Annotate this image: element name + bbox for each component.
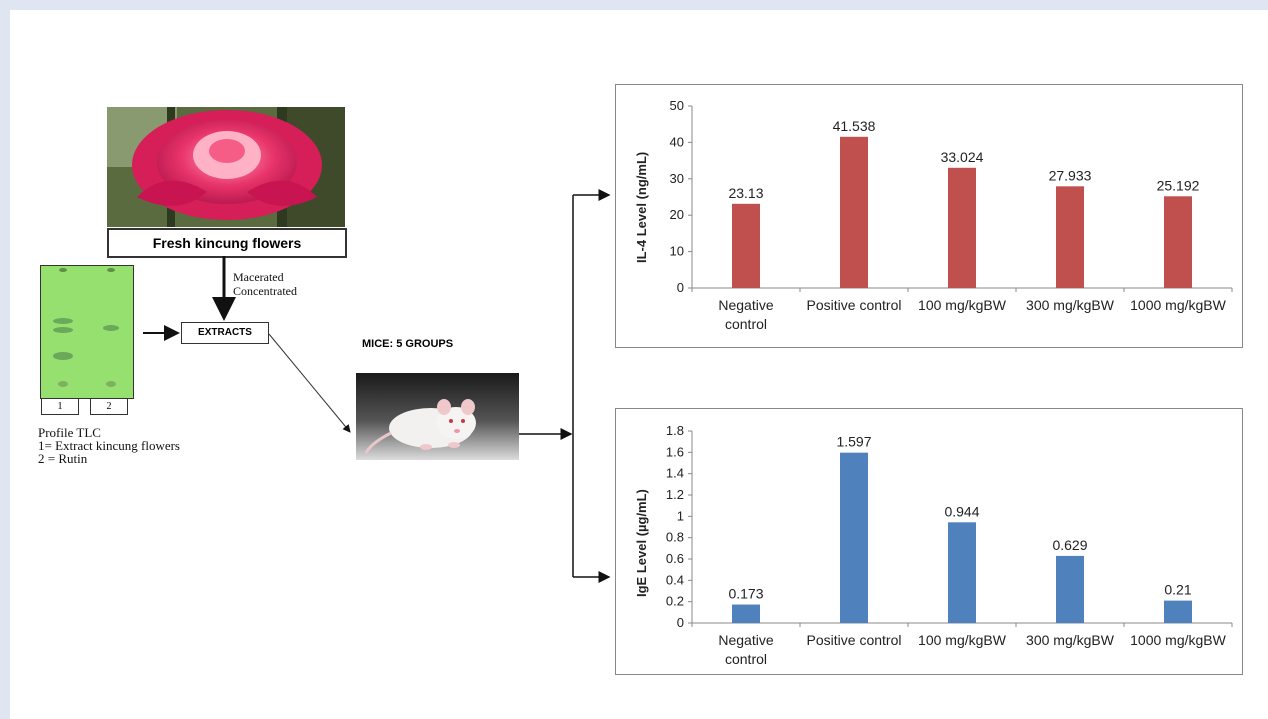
process-line2: Concentrated xyxy=(233,284,297,298)
il4-category-label: Negative xyxy=(718,297,773,313)
tlc-lane1-label: 1 xyxy=(57,401,63,412)
ige-category-label: 300 mg/kgBW xyxy=(1026,632,1115,648)
ige-category-label: control xyxy=(725,651,767,667)
il4-ytick-label: 30 xyxy=(670,171,684,186)
tlc-lane1-box: 1 xyxy=(41,398,79,415)
il4-ytick-label: 0 xyxy=(677,280,684,295)
mouse-photo xyxy=(356,373,519,460)
il4-ytick-label: 20 xyxy=(670,207,684,222)
ige-ytick-label: 1.2 xyxy=(666,487,684,502)
ige-ytick-label: 1.8 xyxy=(666,423,684,438)
il4-category-label: 1000 mg/kgBW xyxy=(1130,297,1226,313)
ige-ytick-label: 0.2 xyxy=(666,594,684,609)
ige-bar xyxy=(732,604,760,623)
ige-ytick-label: 1 xyxy=(677,508,684,523)
il4-chart-svg: 0 10 20 30 40 50 23.13 Negative control 41.538 Pos… xyxy=(670,98,1233,332)
ige-bar xyxy=(948,522,976,623)
il4-data-label: 33.024 xyxy=(941,149,984,165)
extracts-box: EXTRACTS xyxy=(181,322,269,344)
tlc-lane2-label: 2 xyxy=(106,401,112,412)
tlc-caption-line2: 1= Extract kincung flowers xyxy=(38,438,180,453)
il4-category-label: 300 mg/kgBW xyxy=(1026,297,1115,313)
il4-ytick-label: 10 xyxy=(670,244,684,259)
ige-bar xyxy=(1056,555,1084,623)
ige-data-label: 0.944 xyxy=(944,503,979,519)
il4-chart-frame: IL-4 Level (ng/mL) 0 10 20 30 40 50 23.13 Negat… xyxy=(615,84,1243,348)
ige-ytick-label: 1.4 xyxy=(666,466,684,481)
il4-bar xyxy=(840,136,868,288)
il4-bar xyxy=(732,203,760,288)
flower-photo xyxy=(107,107,345,227)
ige-category-label: Negative xyxy=(718,632,773,648)
ige-bar xyxy=(1164,600,1192,623)
ige-chart-frame: IgE Level (µg/mL) 0 0.2 0.4 0.6 0.8 1 1.2 1.4 1.… xyxy=(615,408,1243,675)
process-line1: Macerated xyxy=(233,270,284,284)
flower-label-box: Fresh kincung flowers xyxy=(107,228,347,258)
figure-canvas: Fresh kincung flowers 1 2 Profile TLC 1=… xyxy=(10,10,1268,719)
ige-bar xyxy=(840,452,868,623)
tlc-plate xyxy=(40,265,134,399)
il4-bar xyxy=(1056,186,1084,288)
ige-ytick-label: 1.6 xyxy=(666,444,684,459)
il4-data-label: 27.933 xyxy=(1049,167,1092,183)
il4-bar xyxy=(948,167,976,288)
ige-ytick-label: 0.8 xyxy=(666,530,684,545)
ige-category-label: 1000 mg/kgBW xyxy=(1130,632,1226,648)
ige-data-label: 1.597 xyxy=(836,434,871,450)
ige-data-label: 0.21 xyxy=(1164,582,1191,598)
extracts-label: EXTRACTS xyxy=(198,327,252,338)
ige-category-label: Positive control xyxy=(807,632,902,648)
il4-data-label: 23.13 xyxy=(728,185,763,201)
ige-ytick-label: 0 xyxy=(677,615,684,630)
il4-category-label: control xyxy=(725,316,767,332)
ige-data-label: 0.629 xyxy=(1052,537,1087,553)
tlc-spots xyxy=(41,266,133,398)
ige-chart-svg: 0 0.2 0.4 0.6 0.8 1 1.2 1.4 1.6 1.8 0.173 Negative c… xyxy=(666,423,1233,667)
il4-data-label: 41.538 xyxy=(833,118,876,134)
mouse-illustration xyxy=(356,373,519,460)
tlc-caption-line3: 2 = Rutin xyxy=(38,451,88,466)
il4-data-label: 25.192 xyxy=(1157,177,1200,193)
il4-category-label: 100 mg/kgBW xyxy=(918,297,1007,313)
ige-data-label: 0.173 xyxy=(728,586,763,602)
flower-illustration xyxy=(107,107,345,227)
ige-ytick-label: 0.4 xyxy=(666,572,684,587)
arrow-extract-to-mice xyxy=(268,333,351,433)
ige-ytick-label: 0.6 xyxy=(666,551,684,566)
tlc-lane2-box: 2 xyxy=(90,398,128,415)
il4-ytick-label: 40 xyxy=(670,134,684,149)
tlc-caption: Profile TLC 1= Extract kincung flowers 2… xyxy=(38,426,180,465)
il4-bar xyxy=(1164,196,1192,288)
flower-label: Fresh kincung flowers xyxy=(152,235,302,251)
ige-category-label: 100 mg/kgBW xyxy=(918,632,1007,648)
process-text: Macerated Concentrated xyxy=(233,270,297,298)
il4-category-label: Positive control xyxy=(807,297,902,313)
tlc-caption-line1: Profile TLC xyxy=(38,425,101,440)
il4-ytick-label: 50 xyxy=(670,98,684,113)
mice-label: MICE: 5 GROUPS xyxy=(362,338,454,350)
